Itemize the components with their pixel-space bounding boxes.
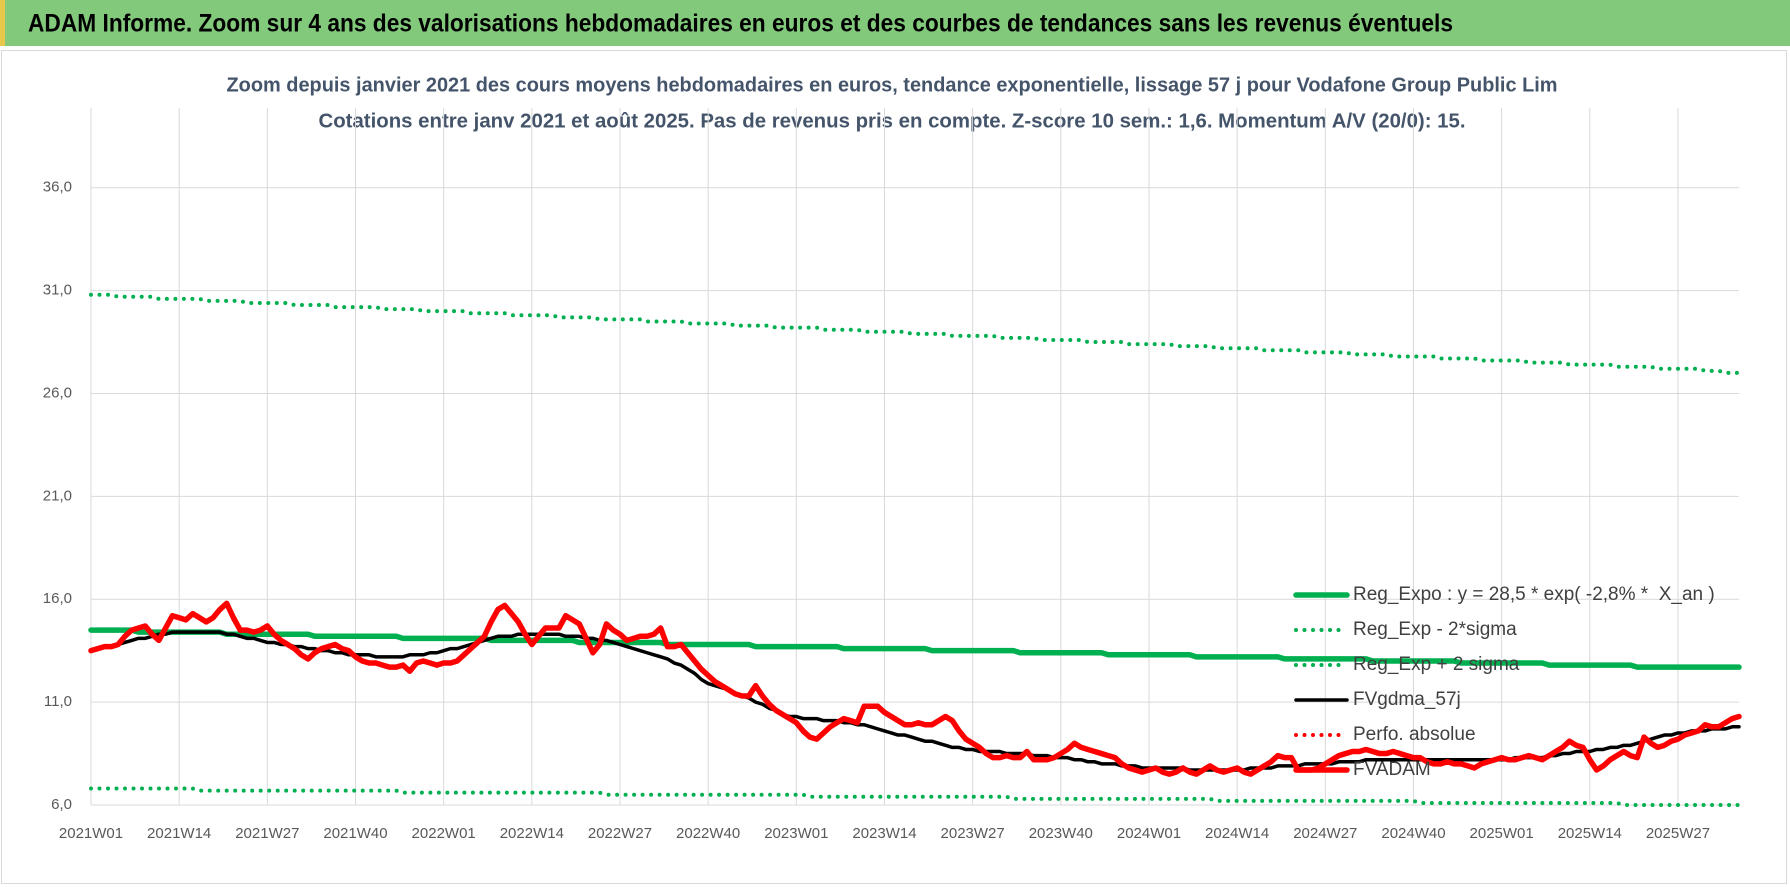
x-tick-label: 2021W01 bbox=[59, 825, 123, 842]
x-tick-label: 2021W40 bbox=[323, 825, 387, 842]
x-tick-label: 2025W14 bbox=[1558, 825, 1622, 842]
y-tick-label: 21,0 bbox=[43, 487, 72, 504]
y-tick-label: 6,0 bbox=[51, 796, 72, 813]
x-tick-label: 2021W14 bbox=[147, 825, 211, 842]
x-tick-label: 2024W14 bbox=[1205, 825, 1269, 842]
x-tick-label: 2022W40 bbox=[676, 825, 740, 842]
header-bar bbox=[0, 0, 1790, 46]
series-line bbox=[88, 600, 1742, 777]
x-tick-label: 2022W14 bbox=[500, 825, 564, 842]
legend-label: Reg_Expo : y = 28,5 * exp( -2,8% * X_an … bbox=[1353, 584, 1715, 605]
x-tick-label: 2025W01 bbox=[1470, 825, 1534, 842]
x-tick-label: 2023W14 bbox=[852, 825, 916, 842]
x-tick-label: 2024W01 bbox=[1117, 825, 1181, 842]
y-tick-label: 36,0 bbox=[43, 179, 72, 196]
series-line bbox=[89, 786, 1741, 807]
legend-label: Reg_Exp + 2 sigma bbox=[1353, 654, 1520, 675]
x-tick-label: 2024W40 bbox=[1381, 825, 1445, 842]
legend-label: FVgdma_57j bbox=[1353, 689, 1461, 710]
x-tick-label: 2023W01 bbox=[764, 825, 828, 842]
chart-subtitle: Zoom depuis janvier 2021 des cours moyen… bbox=[227, 74, 1558, 96]
x-tick-label: 2024W27 bbox=[1293, 825, 1357, 842]
header-accent bbox=[0, 0, 5, 46]
x-tick-label: 2025W27 bbox=[1646, 825, 1710, 842]
series-line bbox=[89, 630, 1741, 772]
x-tick-label: 2023W40 bbox=[1029, 825, 1093, 842]
x-tick-label: 2023W27 bbox=[941, 825, 1005, 842]
legend-label: Perfo. absolue bbox=[1353, 724, 1476, 745]
page-title: ADAM Informe. Zoom sur 4 ans des valoris… bbox=[28, 10, 1453, 38]
x-tick-label: 2021W27 bbox=[235, 825, 299, 842]
y-tick-label: 26,0 bbox=[43, 384, 72, 401]
chart-frame bbox=[1, 50, 1787, 884]
series-line bbox=[88, 627, 1742, 670]
legend-label: Reg_Exp - 2*sigma bbox=[1353, 619, 1517, 640]
y-tick-label: 11,0 bbox=[44, 693, 72, 710]
x-tick-label: 2022W01 bbox=[412, 825, 476, 842]
x-tick-label: 2022W27 bbox=[588, 825, 652, 842]
y-tick-label: 31,0 bbox=[43, 282, 72, 299]
legend-label: FVADAM bbox=[1353, 759, 1431, 780]
chart-subtitle: Cotations entre janv 2021 et août 2025. … bbox=[319, 110, 1466, 132]
y-tick-label: 16,0 bbox=[43, 590, 72, 607]
